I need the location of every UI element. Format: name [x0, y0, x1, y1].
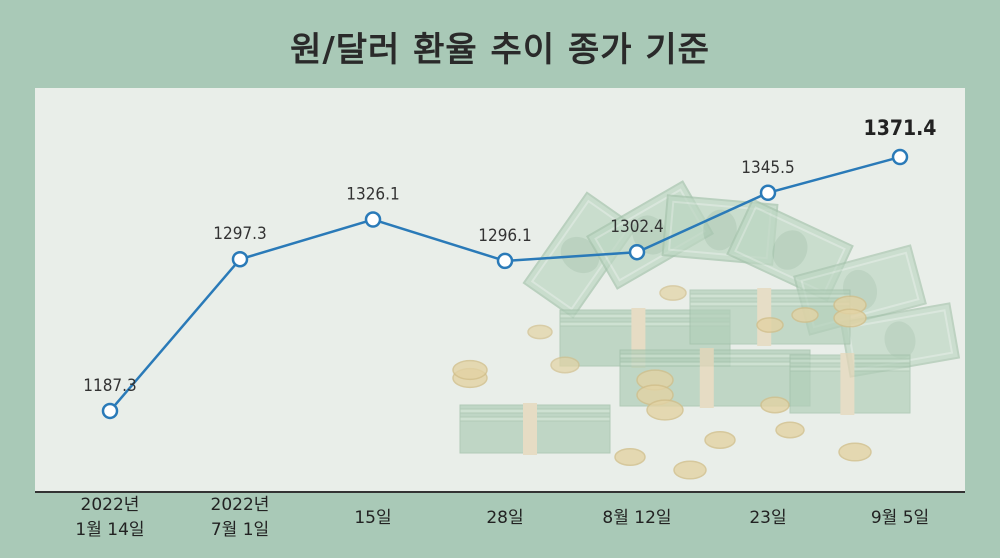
coin	[775, 421, 805, 439]
data-point	[231, 250, 249, 268]
x-tick-label: 9월 5일	[871, 508, 929, 528]
money-stack	[689, 288, 851, 346]
money-stack	[459, 403, 611, 455]
data-label: 1187.3	[83, 376, 137, 396]
coin	[673, 460, 707, 480]
coin	[452, 359, 488, 381]
x-tick-label: 15일	[354, 508, 391, 528]
x-tick-label: 2022년 7월 1일	[211, 495, 270, 540]
x-tick-label: 2022년 1월 14일	[75, 495, 144, 540]
coin	[550, 356, 580, 374]
data-point	[496, 252, 514, 270]
data-label: 1297.3	[213, 224, 267, 244]
data-point	[364, 211, 382, 228]
data-labels: 1187.3 1297.3 1326.1 1296.1 1302.4 1345.5 1371…	[83, 116, 936, 396]
x-tick-label: 23일	[749, 508, 786, 528]
coin	[527, 324, 553, 340]
coin	[646, 399, 684, 421]
data-point	[101, 402, 119, 420]
data-label: 1326.1	[346, 185, 400, 205]
data-label: 1371.4	[864, 116, 937, 140]
money-illustration	[452, 180, 961, 480]
chart-title: 원/달러 환율 추이 종가 기준	[290, 30, 710, 70]
coin	[659, 285, 687, 301]
coin	[756, 317, 784, 333]
coin	[838, 442, 872, 462]
coin	[760, 396, 790, 414]
coin	[833, 308, 867, 328]
data-markers	[101, 148, 909, 420]
coin	[791, 307, 819, 323]
money-stack	[789, 353, 911, 415]
data-point	[891, 148, 909, 166]
coin	[704, 431, 736, 449]
data-label: 1296.1	[478, 226, 532, 246]
x-tick-labels: 2022년 1월 14일 2022년 7월 1일 15일 28일 8월 12일 23일 9월 5…	[75, 495, 929, 540]
coin	[614, 448, 646, 466]
data-point	[628, 243, 646, 261]
data-label: 1345.5	[741, 158, 795, 178]
x-tick-label: 8월 12일	[602, 508, 671, 528]
data-label: 1302.4	[610, 217, 664, 237]
data-point	[759, 184, 777, 202]
x-tick-label: 28일	[486, 508, 523, 528]
